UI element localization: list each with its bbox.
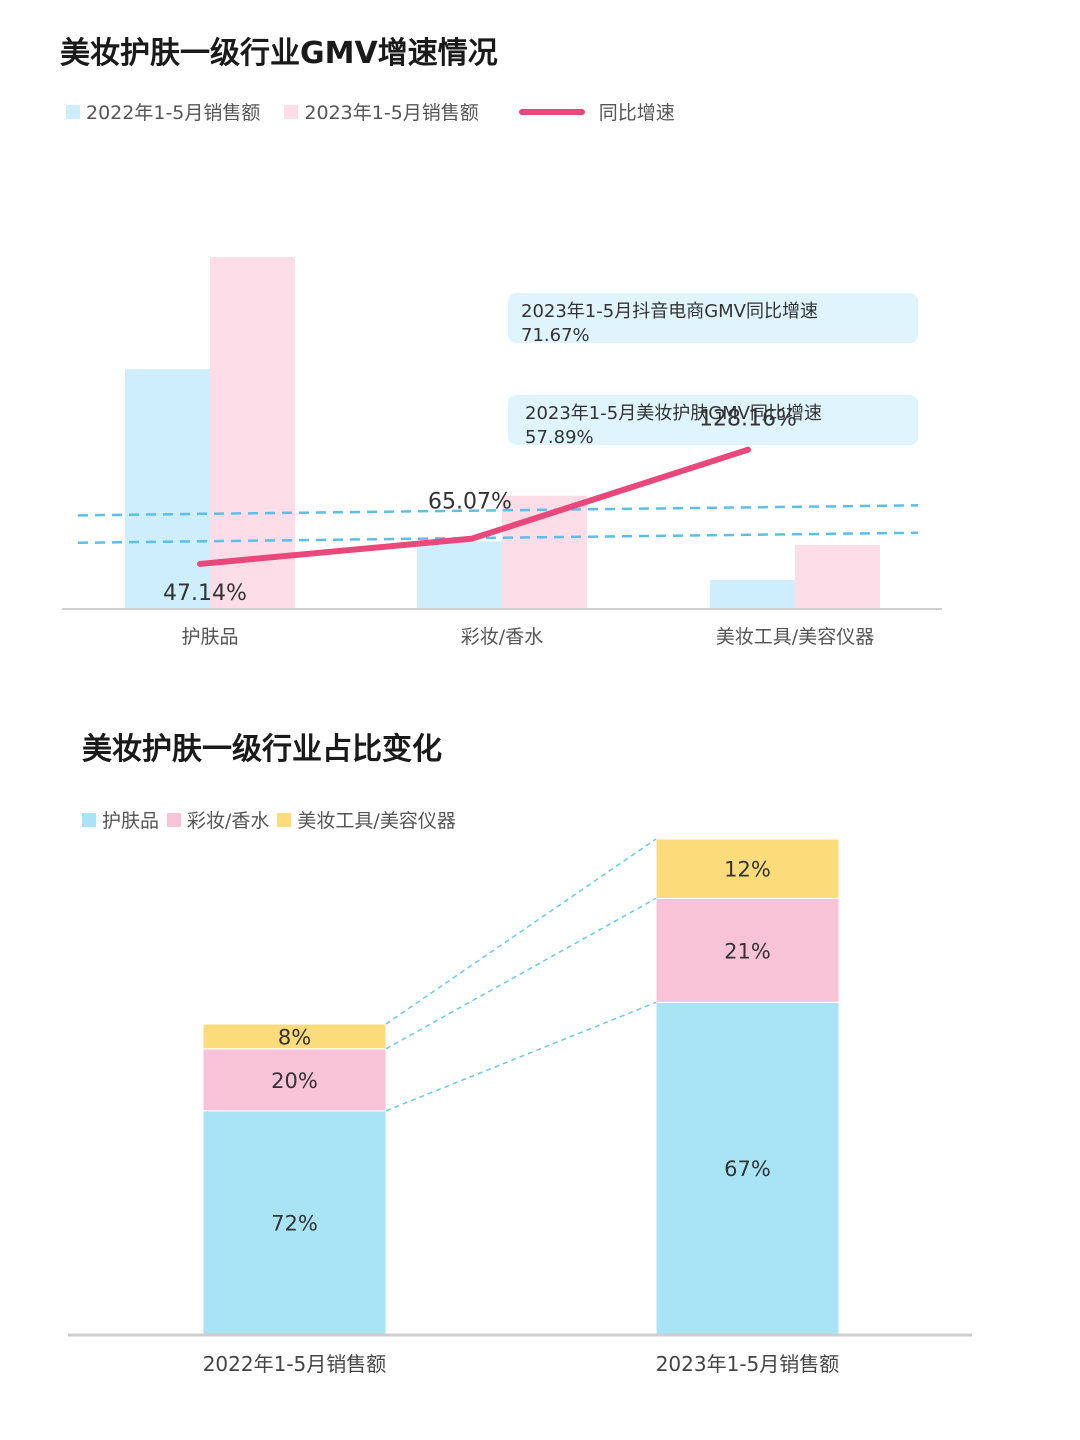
x-tick-label-2: 彩妆/香水 bbox=[461, 626, 543, 648]
growth-label-3: 128.16% bbox=[699, 407, 797, 432]
legend-swatch-growth-line bbox=[518, 108, 585, 115]
legend-label-skincare: 护肤品 bbox=[102, 810, 160, 832]
ref-line-1 bbox=[77, 504, 919, 517]
chart-share-change: 72% 20% 8% 67% 21% 12% 2022年1-5月销售额 2023年1-5月销售… bbox=[68, 838, 972, 1376]
x-tick-label-2-2: 2023年1-5月销售额 bbox=[656, 1352, 840, 1376]
stack-bar-tools-2 bbox=[655, 838, 840, 899]
chart-title-gmv-growth: 美妆护肤一级行业GMV增速情况 bbox=[60, 36, 498, 71]
stack-bar-makeup-1 bbox=[202, 1048, 387, 1112]
ref-box-1 bbox=[508, 293, 918, 343]
bar-2022-2 bbox=[417, 541, 502, 608]
stack-label-tools-2: 12% bbox=[724, 858, 771, 882]
legend-label-2022: 2022年1-5月销售额 bbox=[86, 102, 261, 124]
chart-gmv-growth: 护肤品 彩妆/香水 美妆工具/美容仪器 2023年1-5月抖音电商GMV同比增速 71.… bbox=[62, 257, 942, 648]
ref-label-1: 2023年1-5月抖音电商GMV同比增速 bbox=[521, 301, 818, 322]
legend-swatch-tools bbox=[277, 812, 292, 827]
stack-bar-skincare-2 bbox=[655, 1001, 840, 1335]
bar-2022-3 bbox=[710, 579, 795, 608]
legend-item-skincare: 护肤品 bbox=[82, 806, 159, 833]
legend-item-2022: 2022年1-5月销售额 bbox=[66, 98, 260, 125]
legend-label-makeup: 彩妆/香水 bbox=[187, 810, 270, 832]
stack-label-skincare-1: 72% bbox=[271, 1211, 318, 1235]
legend-swatch-2023 bbox=[284, 104, 299, 119]
x-tick-label-3: 美妆工具/美容仪器 bbox=[716, 626, 874, 648]
legend-share-change: 护肤品 彩妆/香水 美妆工具/美容仪器 bbox=[82, 806, 480, 833]
legend-gmv-growth: 2022年1-5月销售额 2023年1-5月销售额 同比增速 bbox=[66, 98, 699, 125]
bar-2023-3 bbox=[795, 544, 880, 608]
x-tick-label-1: 护肤品 bbox=[181, 626, 238, 648]
connector-line-1 bbox=[385, 1001, 657, 1112]
ref-value-label-2: 57.89% bbox=[525, 427, 594, 448]
legend-item-tools: 美妆工具/美容仪器 bbox=[277, 806, 456, 833]
stack-label-skincare-2: 67% bbox=[724, 1157, 771, 1181]
ref-value-label-1: 71.67% bbox=[521, 325, 590, 346]
growth-label-2: 65.07% bbox=[428, 490, 512, 515]
stack-bar-skincare-1 bbox=[202, 1110, 387, 1335]
legend-swatch-makeup bbox=[167, 812, 182, 827]
legend-label-growth: 同比增速 bbox=[598, 102, 675, 124]
stack-label-tools-1: 8% bbox=[278, 1025, 311, 1049]
legend-swatch-skincare bbox=[82, 812, 96, 827]
stack-label-makeup-1: 20% bbox=[271, 1069, 318, 1093]
stack-bar-tools-1 bbox=[202, 1023, 387, 1050]
connector-line-2 bbox=[385, 897, 657, 1050]
legend-swatch-2022 bbox=[66, 104, 80, 119]
legend-label-2023: 2023年1-5月销售额 bbox=[304, 102, 479, 124]
legend-item-makeup: 彩妆/香水 bbox=[167, 806, 269, 833]
legend-item-growth: 同比增速 bbox=[518, 98, 675, 125]
ref-line-2 bbox=[77, 531, 919, 545]
bar-2023-1 bbox=[210, 257, 295, 608]
ref-box-2 bbox=[508, 395, 918, 445]
legend-item-2023: 2023年1-5月销售额 bbox=[284, 98, 479, 125]
bar-2022-1 bbox=[125, 369, 210, 608]
stack-label-makeup-2: 21% bbox=[724, 939, 771, 963]
stack-bar-makeup-2 bbox=[655, 897, 840, 1003]
ref-label-2: 2023年1-5月美妆护肤GMV同比增速 bbox=[525, 403, 822, 424]
legend-label-tools: 美妆工具/美容仪器 bbox=[297, 810, 456, 832]
x-tick-label-2-1: 2022年1-5月销售额 bbox=[203, 1352, 387, 1376]
connector-line-3 bbox=[385, 838, 657, 1025]
growth-label-1: 47.14% bbox=[163, 581, 247, 606]
chart-title-share-change: 美妆护肤一级行业占比变化 bbox=[82, 732, 442, 767]
